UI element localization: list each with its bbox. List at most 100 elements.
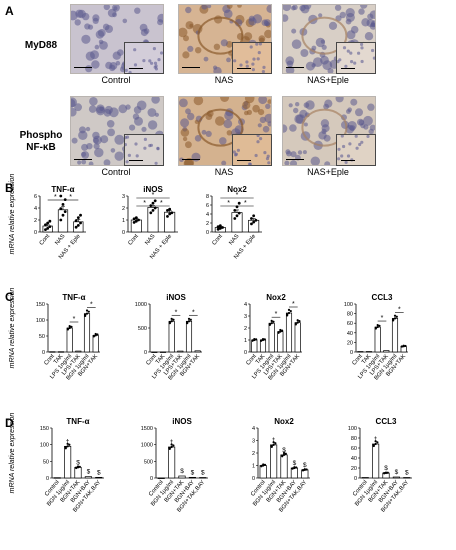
- y-tick-label: 2: [34, 218, 37, 224]
- inset-scale-bar: [341, 160, 355, 161]
- data-point: [281, 454, 284, 457]
- data-point: [384, 471, 388, 474]
- scale-bar: [286, 67, 304, 68]
- significance-mark: $: [76, 459, 80, 466]
- data-point: [48, 219, 52, 223]
- data-point: [187, 320, 191, 323]
- data-point: [378, 324, 381, 327]
- data-point: [46, 221, 50, 225]
- data-point: [44, 223, 47, 227]
- sig-star: *: [381, 315, 384, 322]
- data-point: [303, 468, 306, 471]
- y-tick-label: 0: [42, 350, 45, 356]
- data-point: [76, 216, 80, 220]
- data-point: [400, 345, 403, 348]
- bar: [177, 350, 184, 353]
- inset-scale-bar: [237, 68, 251, 69]
- data-point: [254, 218, 258, 222]
- x-tick-label: TAK: [155, 353, 167, 365]
- micrograph-inset: [336, 42, 376, 74]
- data-point: [250, 217, 253, 220]
- y-tick-label: 0: [350, 350, 353, 356]
- data-point: [168, 321, 171, 324]
- data-point: [296, 321, 299, 324]
- data-point: [250, 222, 253, 226]
- significance-mark: †: [170, 439, 174, 446]
- data-point: [253, 337, 256, 341]
- data-point: [78, 465, 81, 468]
- sig-star: *: [152, 192, 155, 199]
- data-point: [151, 201, 155, 205]
- data-point: [261, 337, 265, 341]
- data-point: [252, 220, 256, 224]
- data-point: [66, 327, 69, 330]
- scale-bar: [286, 159, 304, 160]
- x-tick-label: TAK: [53, 353, 65, 365]
- data-point: [189, 318, 192, 321]
- bar: [188, 476, 196, 479]
- data-point: [291, 467, 294, 470]
- data-point: [282, 453, 286, 456]
- significance-mark: †: [272, 437, 276, 444]
- significance-mark: $: [384, 465, 388, 472]
- y-tick-label: 40: [347, 331, 353, 337]
- significance-mark: $: [201, 470, 205, 477]
- y-tick-label: 80: [351, 436, 357, 442]
- scale-bar: [74, 159, 92, 160]
- y-tick-label: 2: [252, 451, 255, 457]
- data-point: [63, 198, 67, 202]
- bar: [277, 331, 284, 353]
- data-point: [84, 313, 87, 316]
- y-tick-label: 50: [43, 459, 49, 465]
- bar: [391, 318, 399, 353]
- row-label-line: NF-κB: [26, 142, 56, 153]
- y-tick-label: 40: [351, 456, 357, 462]
- chart-title: TNF-α: [66, 417, 89, 426]
- sig-star: *: [90, 302, 93, 309]
- row-label-line: MyD88: [24, 40, 58, 51]
- x-tick-label: Cont: [211, 233, 224, 247]
- inset-texture: [337, 43, 375, 68]
- data-point: [70, 325, 73, 328]
- data-point: [87, 310, 90, 313]
- data-point: [404, 344, 407, 348]
- x-tick-label: TAK: [361, 353, 373, 365]
- inset-texture: [337, 135, 370, 164]
- data-point: [251, 339, 254, 342]
- micrograph-myd88-1: [178, 4, 272, 74]
- data-point: [262, 463, 265, 466]
- data-point: [218, 227, 222, 230]
- sig-star: *: [69, 194, 72, 201]
- data-point: [149, 211, 153, 215]
- y-tick-label: 6: [34, 194, 37, 200]
- data-point: [44, 228, 47, 232]
- data-point: [255, 338, 258, 341]
- data-point: [61, 203, 65, 206]
- bar: [151, 351, 158, 353]
- data-point: [216, 225, 220, 229]
- sig-star: *: [73, 316, 76, 323]
- y-tick-label: 4: [34, 206, 37, 212]
- y-tick-label: 150: [36, 302, 45, 308]
- data-point: [221, 226, 224, 229]
- data-point: [287, 311, 291, 315]
- data-point: [263, 338, 266, 341]
- data-point: [233, 217, 237, 220]
- y-tick-label: 80: [347, 312, 353, 318]
- bar: [92, 335, 99, 353]
- y-tick-label: 60: [347, 321, 353, 327]
- significance-mark: $: [282, 447, 286, 454]
- y-tick-label: 20: [351, 466, 357, 472]
- chart-title: iNOS: [143, 185, 163, 194]
- y-tick-label: 0: [354, 476, 357, 482]
- y-tick-label: 0: [122, 230, 125, 236]
- data-point: [79, 221, 82, 225]
- inset-scale-bar: [129, 68, 143, 69]
- data-point: [272, 320, 275, 323]
- micrograph-caption: Control: [101, 75, 131, 85]
- bar: [168, 320, 175, 353]
- data-point: [132, 217, 136, 221]
- data-point: [279, 330, 282, 333]
- data-point: [92, 334, 95, 337]
- chart-title: iNOS: [172, 417, 192, 426]
